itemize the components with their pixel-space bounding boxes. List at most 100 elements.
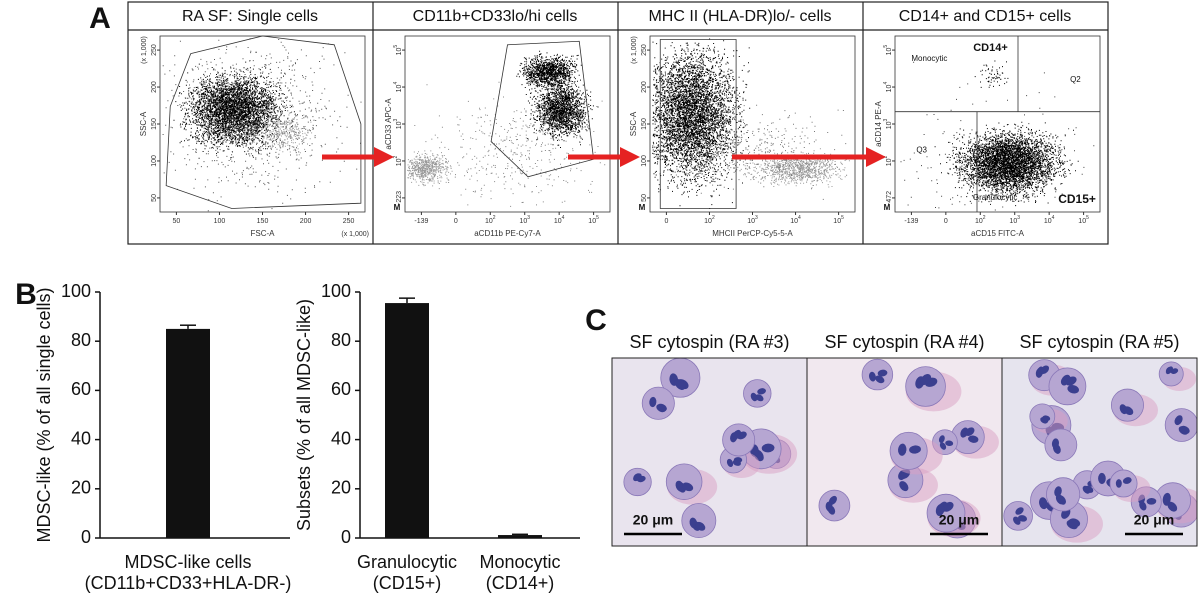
cell-nucleus xyxy=(761,443,775,453)
event-cloud xyxy=(652,38,755,209)
tick-label: 200 xyxy=(151,81,158,93)
cell-nucleus xyxy=(935,504,945,517)
cell-nucleus xyxy=(939,442,947,450)
tick-base: 10 xyxy=(396,121,403,129)
cell-nucleus xyxy=(675,480,685,492)
cell-cytoplasm xyxy=(1044,428,1078,462)
tick-base: 10 xyxy=(886,121,893,129)
micrograph xyxy=(807,358,1002,546)
cell-nucleus xyxy=(689,517,698,529)
quadrant-label: CD15+ xyxy=(1058,192,1096,206)
x-tick-label: Monocytic xyxy=(479,552,560,572)
cell-nucleus xyxy=(695,521,706,531)
tick-label: 100 xyxy=(151,155,158,167)
tick-label: 105 xyxy=(833,215,844,225)
y-tick-label: 60 xyxy=(71,379,91,399)
tick-label: 0 xyxy=(454,218,458,225)
cell-nucleus xyxy=(1115,479,1122,488)
cell-nucleus xyxy=(1122,477,1132,484)
cell-nucleus xyxy=(898,443,907,456)
y-tick-label: 80 xyxy=(331,330,351,350)
cell-cytoplasm xyxy=(818,489,851,522)
cell-nucleus xyxy=(1174,415,1183,426)
tick-label: 105 xyxy=(393,45,403,56)
cell-nucleus xyxy=(1015,507,1024,515)
corner-mark: M xyxy=(884,203,891,212)
tick-label: 102 xyxy=(975,215,986,225)
cell-nucleus xyxy=(1165,366,1172,375)
cell-cytoplasm xyxy=(743,379,772,408)
cell-cytoplasm xyxy=(861,358,894,391)
tick-label: 200 xyxy=(300,218,312,225)
cell-nucleus xyxy=(649,396,657,408)
cell-nucleus xyxy=(1162,494,1171,506)
cell-nucleus xyxy=(1039,497,1048,510)
cell-nucleus xyxy=(1054,486,1062,497)
tick-exponent: 4 xyxy=(393,82,399,85)
gate xyxy=(165,35,362,209)
tick-base: 10 xyxy=(886,158,893,166)
panel-label: C xyxy=(585,304,607,337)
micrograph-frame xyxy=(1001,357,1198,547)
tick-exponent: 5 xyxy=(883,45,889,48)
event-cloud xyxy=(740,148,850,189)
cell-nucleus xyxy=(964,427,975,436)
scale-label: 20 μm xyxy=(633,512,673,528)
tick-exponent: 5 xyxy=(596,215,599,221)
tick-exponent: 5 xyxy=(393,45,399,48)
flow-plot: CD14+ and CD15+ cells CD14+ Monocytic Q2 Q3 G… xyxy=(862,2,1101,244)
event-cloud xyxy=(666,104,852,200)
y-axis-label: SSC-A xyxy=(139,111,148,136)
cell-nucleus xyxy=(1082,485,1091,494)
tick-label: 150 xyxy=(257,218,269,225)
tick-base: 10 xyxy=(519,218,527,225)
y-axis-label: SSC-A xyxy=(629,111,638,136)
tick-label: 250 xyxy=(641,44,648,56)
tick-exponent: 5 xyxy=(1086,215,1089,221)
x-tick-note: (CD14+) xyxy=(486,573,555,593)
cell-nucleus xyxy=(732,429,742,440)
axis-unit: (x 1,000) xyxy=(631,36,638,64)
tick-label: 104 xyxy=(554,215,565,225)
plot-title: CD14+ and CD15+ cells xyxy=(899,8,1072,25)
tick-label: -139 xyxy=(904,218,918,225)
cell-nucleus xyxy=(726,458,734,468)
panel-label: B xyxy=(15,278,37,311)
bar-chart: 0 20 40 60 80 100 Subsets (% of all MDSC-like)… xyxy=(294,281,580,593)
quadrant-label: Granulocytic xyxy=(973,193,1017,202)
cell-nucleus xyxy=(909,445,921,454)
flow-plot: RA SF: Single cells 50 100 150 200 250 50 100 15… xyxy=(139,8,369,238)
y-tick-label: 20 xyxy=(71,478,91,498)
event-cloud xyxy=(407,150,453,190)
micrograph xyxy=(612,358,807,546)
y-tick-label: 40 xyxy=(71,428,91,448)
tick-exponent: 3 xyxy=(527,215,530,221)
tick-base: 10 xyxy=(790,218,798,225)
tick-base: 10 xyxy=(704,218,712,225)
tick-label: 103 xyxy=(883,118,893,129)
tick-label: 102 xyxy=(485,215,496,225)
corner-mark: M xyxy=(639,203,646,212)
cell-nucleus xyxy=(1067,385,1080,394)
cell-nucleus xyxy=(1017,515,1028,522)
cell-cytoplasm xyxy=(1109,469,1138,498)
cell-nucleus xyxy=(757,388,766,395)
tick-exponent: 4 xyxy=(883,82,889,85)
tick-base: 10 xyxy=(1009,218,1017,225)
cell-nucleus xyxy=(1013,516,1021,525)
x-tick-note: (CD15+) xyxy=(373,573,442,593)
cytospin: SF cytospin (RA #4) 20 μm xyxy=(806,332,1003,547)
plot-title: MHC II (HLA-DR)lo/- cells xyxy=(648,8,831,25)
flow-plot: CD11b+CD33lo/hi cells-139 0 102 103 104 105-2… xyxy=(372,2,611,244)
tick-label: -139 xyxy=(414,218,428,225)
cell-nucleus xyxy=(1123,406,1133,416)
tick-exponent: 2 xyxy=(883,155,889,158)
y-axis-label: aCD33 APC-A xyxy=(384,98,393,150)
cell-nucleus xyxy=(1167,501,1178,512)
cell-cytoplasm xyxy=(1003,501,1033,531)
cell-cytoplasm xyxy=(623,467,652,497)
tick-label: 150 xyxy=(151,118,158,130)
tick-base: 10 xyxy=(485,218,493,225)
tick-base: 10 xyxy=(396,47,403,55)
